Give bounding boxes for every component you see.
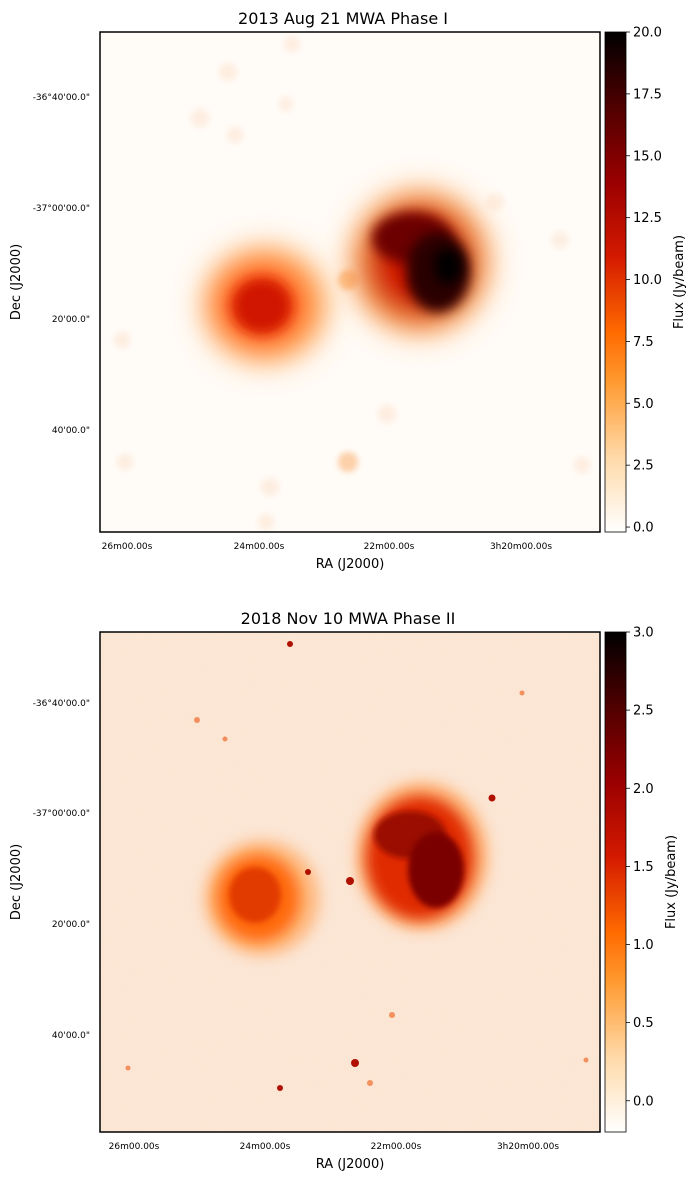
panel2-colorbar-tick-label: 0.0 bbox=[633, 1094, 654, 1109]
panel1-colorbar-tick-label: 12.5 bbox=[633, 211, 662, 226]
panel1-colorbar-tick-label: 15.0 bbox=[633, 149, 662, 164]
panel-phase1: 2013 Aug 21 MWA Phase I bbox=[9, 9, 687, 572]
panel2-x-tick-label: 26m00.00s bbox=[109, 1142, 160, 1152]
panel1-title: 2013 Aug 21 MWA Phase I bbox=[238, 9, 448, 28]
panel2-x-axis-label: RA (J2000) bbox=[316, 1157, 385, 1172]
panel1-colorbar-gradient bbox=[604, 31, 627, 533]
panel2-colorbar-tick-label: 2.5 bbox=[633, 704, 654, 719]
panel1-colorbar-label: Flux (Jy/beam) bbox=[672, 235, 687, 329]
panel1-y-tick-label: -37°00'00.0" bbox=[33, 204, 90, 214]
panel2-axes-frame bbox=[99, 631, 601, 1133]
panel1-x-tick-label: 22m00.00s bbox=[364, 542, 415, 552]
panel2-colorbar: 0.0 0.5 1.0 1.5 2.0 2.5 3.0 Flux (Jy/beam) bbox=[604, 626, 679, 1133]
panel-phase2: 2018 Nov 10 MWA Phase II bbox=[9, 609, 679, 1172]
panel2-y-tick-label: -36°40'00.0" bbox=[33, 699, 90, 709]
panel2-y-tick-label: 40'00.0" bbox=[52, 1031, 90, 1041]
panel2-y-tick-label: 20'00.0" bbox=[52, 920, 90, 930]
panel2-y-axis-label: Dec (J2000) bbox=[9, 844, 24, 920]
panel2-title: 2018 Nov 10 MWA Phase II bbox=[241, 609, 456, 628]
panel1-colorbar: 0.0 2.5 5.0 7.5 10.0 12.5 15.0 17.5 20.0 Flux (J… bbox=[604, 26, 687, 536]
panel2-colorbar-gradient bbox=[604, 631, 627, 1133]
panel2-colorbar-tick-label: 1.0 bbox=[633, 938, 654, 953]
panel1-colorbar-tick-label: 7.5 bbox=[633, 335, 654, 350]
panel1-image bbox=[100, 32, 600, 532]
panel2-colorbar-tick-label: 2.0 bbox=[633, 782, 654, 797]
panel1-y-ticks: -36°40'00.0" -37°00'00.0" 20'00.0" 40'00… bbox=[33, 93, 90, 436]
panel1-colorbar-tick-label: 10.0 bbox=[633, 273, 662, 288]
panel1-x-ticks: 26m00.00s 24m00.00s 22m00.00s 3h20m00.00… bbox=[102, 542, 553, 552]
panel2-colorbar-label: Flux (Jy/beam) bbox=[664, 835, 679, 929]
panel2-colorbar-tick-label: 3.0 bbox=[633, 626, 654, 641]
panel2-colorbar-tick-label: 1.5 bbox=[633, 860, 654, 875]
panel1-axes-frame bbox=[99, 31, 601, 533]
panel2-x-tick-label: 24m00.00s bbox=[240, 1142, 291, 1152]
panel2-y-ticks: -36°40'00.0" -37°00'00.0" 20'00.0" 40'00… bbox=[33, 699, 90, 1041]
panel2-x-tick-label: 22m00.00s bbox=[371, 1142, 422, 1152]
panel1-x-axis-label: RA (J2000) bbox=[316, 557, 385, 572]
panel1-colorbar-tick-label: 0.0 bbox=[633, 521, 654, 536]
panel2-x-ticks: 26m00.00s 24m00.00s 22m00.00s 3h20m00.00… bbox=[109, 1142, 560, 1152]
panel1-y-axis-label: Dec (J2000) bbox=[9, 244, 24, 320]
panel1-colorbar-tick-label: 2.5 bbox=[633, 459, 654, 474]
panel1-y-tick-label: -36°40'00.0" bbox=[33, 93, 90, 103]
panel1-colorbar-tick-label: 5.0 bbox=[633, 397, 654, 412]
panel1-x-tick-label: 24m00.00s bbox=[234, 542, 285, 552]
panel1-x-tick-label: 3h20m00.00s bbox=[490, 542, 552, 552]
panel2-image bbox=[100, 632, 600, 1132]
panel1-y-tick-label: 40'00.0" bbox=[52, 426, 90, 436]
panel1-colorbar-tick-label: 20.0 bbox=[633, 26, 662, 41]
panel1-y-tick-label: 20'00.0" bbox=[52, 315, 90, 325]
panel1-x-tick-label: 26m00.00s bbox=[102, 542, 153, 552]
panel2-y-tick-label: -37°00'00.0" bbox=[33, 809, 90, 819]
panel1-colorbar-tick-label: 17.5 bbox=[633, 87, 662, 102]
panel2-x-tick-label: 3h20m00.00s bbox=[497, 1142, 559, 1152]
panel2-colorbar-tick-label: 0.5 bbox=[633, 1016, 654, 1031]
